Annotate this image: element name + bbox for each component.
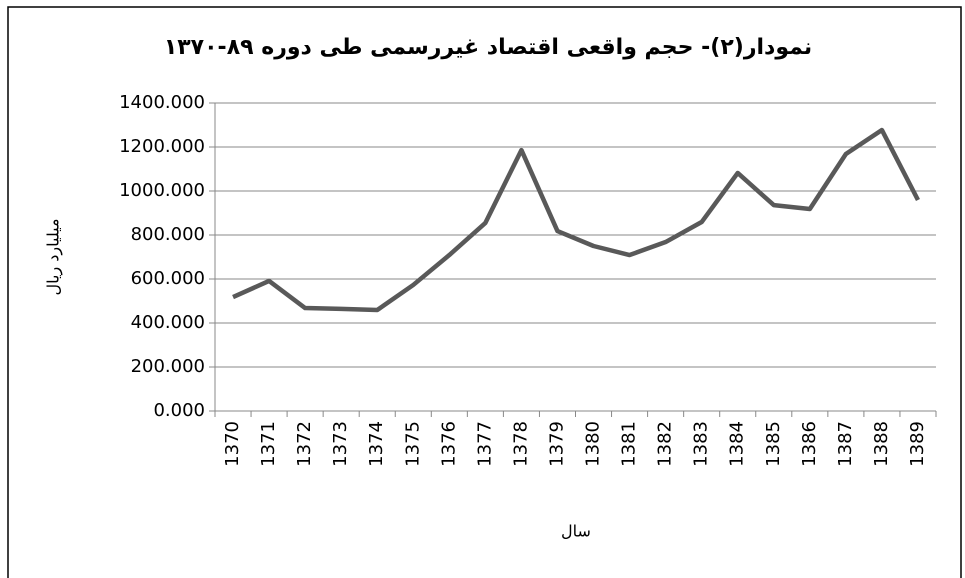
y-tick-label: 200.000 <box>131 356 205 377</box>
x-tick-label: 1379 <box>546 421 567 467</box>
chart-title: نمودار(۲)- حجم واقعی اقتصاد غیررسمی طی د… <box>164 35 812 60</box>
y-tick-label: 1000.000 <box>119 180 205 201</box>
x-tick-label: 1382 <box>655 421 676 467</box>
x-axis-label: سال <box>561 522 591 541</box>
line-series <box>232 127 920 313</box>
x-tick-label: 1378 <box>510 421 531 467</box>
x-tick-label: 1386 <box>799 421 820 467</box>
x-tick-label: 1376 <box>438 421 459 467</box>
x-tick-label: 1387 <box>835 421 856 467</box>
x-tick-label: 1373 <box>330 421 351 467</box>
x-tick-label: 1380 <box>583 421 604 467</box>
x-tick-label: 1374 <box>366 421 387 467</box>
x-tick-label: 1375 <box>402 421 423 467</box>
y-tick-label: 400.000 <box>131 312 205 333</box>
y-tick-label: 800.000 <box>131 224 205 245</box>
x-tick-label: 1370 <box>222 421 243 467</box>
y-tick-label: 0.000 <box>153 400 205 421</box>
y-tick-label: 1200.000 <box>119 136 205 157</box>
x-tick-label: 1389 <box>907 421 928 467</box>
x-tick-label: 1383 <box>691 421 712 467</box>
y-tick-label: 600.000 <box>131 268 205 289</box>
chart-frame <box>7 6 962 578</box>
x-tick-label: 1385 <box>763 421 784 467</box>
x-tick-label: 1377 <box>474 421 495 467</box>
x-tick-label: 1384 <box>727 421 748 467</box>
x-tick-label: 1381 <box>619 421 640 467</box>
x-tick-label: 1372 <box>294 421 315 467</box>
x-tick-label: 1371 <box>258 421 279 467</box>
y-axis-label: میلیارد ریال <box>44 218 64 295</box>
x-tick-label: 1388 <box>871 421 892 467</box>
y-tick-label: 1400.000 <box>119 92 205 113</box>
